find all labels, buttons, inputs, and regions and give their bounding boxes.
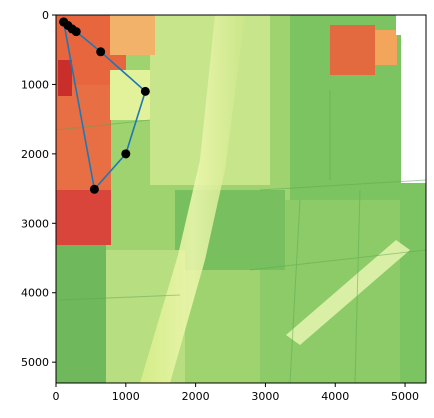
data-point [59, 17, 69, 27]
x-tick-label: 3000 [251, 390, 279, 403]
data-point [96, 47, 106, 57]
x-tick-label: 5000 [391, 390, 419, 403]
series [59, 17, 150, 194]
x-axis: 0 1000 2000 3000 4000 5000 [53, 383, 419, 403]
data-point [140, 86, 150, 96]
axes-frame [55, 14, 427, 384]
data-point [121, 149, 131, 159]
y-tick-label: 0 [42, 9, 49, 22]
data-point [71, 27, 81, 37]
y-tick-label: 2000 [21, 148, 49, 161]
x-tick-label: 2000 [182, 390, 210, 403]
x-tick-label: 1000 [112, 390, 140, 403]
x-tick-label: 0 [53, 390, 60, 403]
map-image [56, 15, 426, 383]
y-tick-label: 3000 [21, 217, 49, 230]
data-point [89, 184, 99, 194]
y-axis: 0 1000 2000 3000 4000 5000 [21, 9, 56, 369]
x-tick-label: 4000 [321, 390, 349, 403]
y-tick-label: 5000 [21, 356, 49, 369]
y-tick-label: 1000 [21, 78, 49, 91]
y-tick-label: 4000 [21, 287, 49, 300]
